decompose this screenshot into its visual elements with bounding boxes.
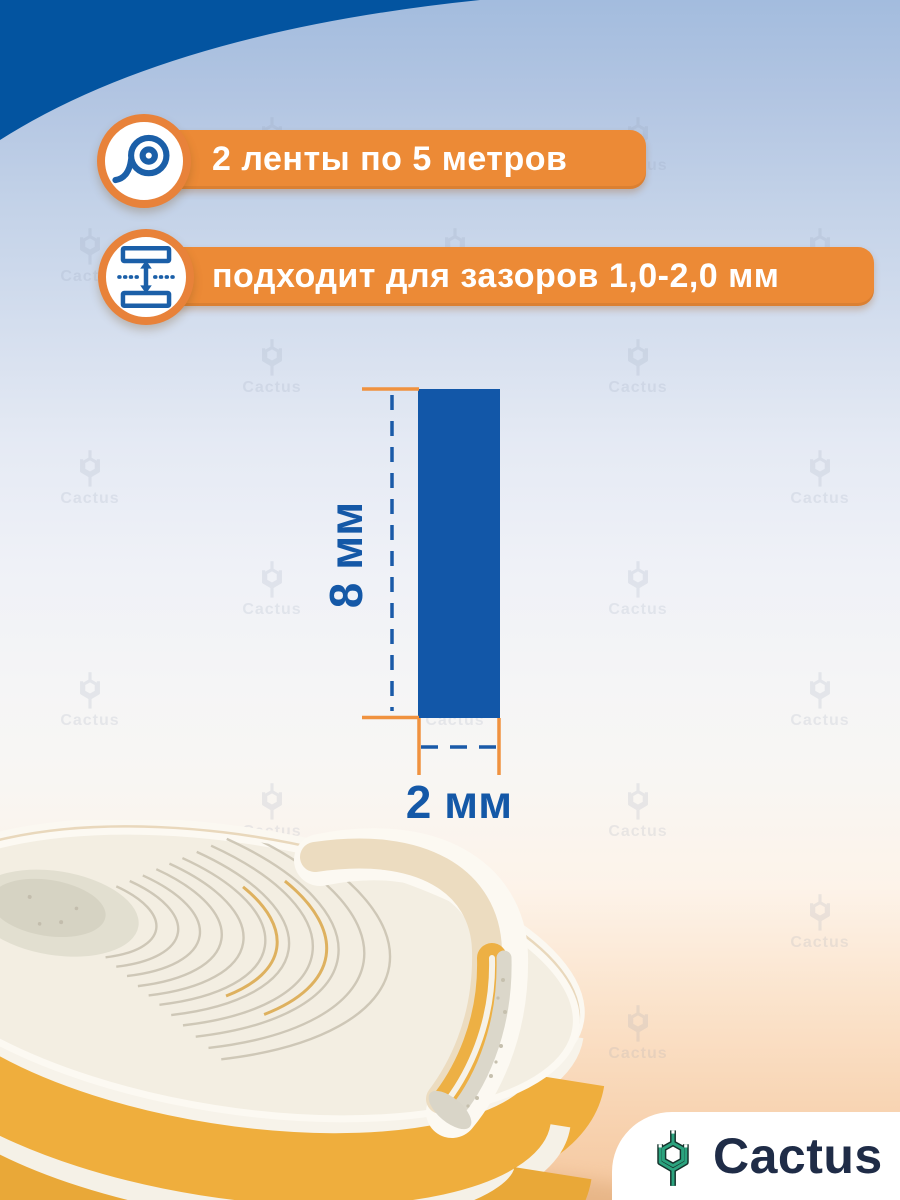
header-curve-shape bbox=[0, 0, 480, 140]
tape-roll bbox=[0, 820, 605, 1200]
brand-logo: Cactus bbox=[612, 1112, 900, 1200]
feature-badge-gaps-label: подходит для зазоров 1,0-2,0 мм bbox=[212, 257, 780, 295]
watermark: Cactus bbox=[760, 668, 880, 730]
product-photo-tape-roll bbox=[0, 820, 668, 1200]
watermark: Cactus bbox=[30, 668, 150, 730]
watermark: Cactus bbox=[760, 890, 880, 952]
watermark: Cactus bbox=[578, 1001, 698, 1063]
watermark: Cactus bbox=[395, 668, 515, 730]
watermark: Cactus bbox=[30, 446, 150, 508]
tape-strand bbox=[294, 828, 529, 1138]
watermark: Cactus bbox=[578, 335, 698, 397]
watermark: Cactus bbox=[212, 557, 332, 619]
brand-logo-text: Cactus bbox=[713, 1128, 883, 1184]
watermark: Cactus bbox=[578, 557, 698, 619]
watermark: Cactus bbox=[395, 446, 515, 508]
feature-badge-tapes-label: 2 ленты по 5 метров bbox=[212, 140, 568, 178]
watermark: Cactus bbox=[578, 779, 698, 841]
tape-roll-icon bbox=[112, 134, 170, 184]
watermark: Cactus bbox=[760, 446, 880, 508]
watermark: Cactus bbox=[212, 335, 332, 397]
cactus-logo-icon bbox=[657, 1130, 689, 1186]
gap-width-icon bbox=[117, 245, 175, 309]
